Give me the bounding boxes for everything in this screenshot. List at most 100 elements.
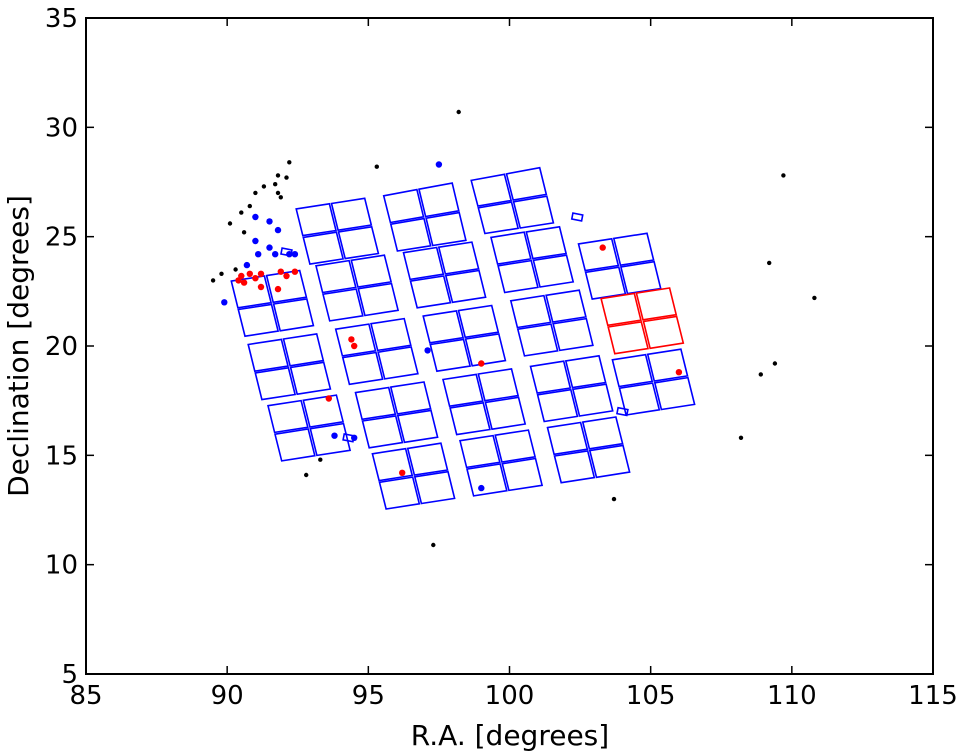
field-ccd bbox=[378, 476, 421, 510]
field-ccd bbox=[545, 289, 587, 323]
field-footprint bbox=[509, 289, 594, 357]
field-ccd bbox=[449, 401, 491, 436]
small-field bbox=[570, 212, 584, 222]
x-tick-label: 115 bbox=[908, 681, 958, 711]
data-point-red bbox=[351, 342, 358, 350]
field-ccd bbox=[464, 332, 507, 367]
field-ccd bbox=[546, 421, 589, 456]
data-point-black bbox=[304, 472, 309, 478]
field-ccd bbox=[512, 195, 555, 229]
data-point-black bbox=[227, 221, 233, 226]
field-ccd bbox=[322, 288, 364, 322]
x-tick-label: 95 bbox=[352, 681, 385, 711]
data-point-black bbox=[233, 267, 238, 272]
field-ccd bbox=[509, 294, 552, 329]
data-point-red bbox=[246, 270, 253, 277]
field-ccd bbox=[382, 188, 425, 224]
field-footprint bbox=[422, 304, 507, 373]
y-tick-label: 35 bbox=[45, 4, 78, 34]
field-footprint bbox=[371, 442, 456, 510]
field-ccd bbox=[437, 241, 480, 275]
field-ccd bbox=[274, 428, 316, 462]
data-point-blue bbox=[243, 261, 251, 269]
field-ccd bbox=[564, 354, 607, 389]
data-point-red bbox=[599, 244, 606, 251]
field-ccd bbox=[581, 416, 624, 450]
field-footprint bbox=[354, 381, 439, 449]
data-point-black bbox=[239, 210, 244, 215]
field-ccd bbox=[477, 201, 520, 235]
field-ccd bbox=[334, 323, 377, 357]
data-point-red bbox=[257, 270, 265, 277]
field-ccd bbox=[370, 317, 412, 352]
field-footprint bbox=[490, 225, 575, 294]
data-point-black bbox=[287, 160, 292, 165]
y-tick-label: 30 bbox=[45, 113, 78, 143]
field-ccd bbox=[459, 434, 501, 469]
field-ccd bbox=[442, 373, 484, 408]
data-point-blue bbox=[291, 251, 299, 258]
field-ccd bbox=[422, 309, 465, 344]
field-ccd bbox=[477, 367, 520, 402]
data-point-black bbox=[247, 203, 252, 209]
field-ccd bbox=[444, 269, 487, 304]
data-point-black bbox=[767, 260, 772, 266]
x-tick-label: 85 bbox=[69, 681, 102, 711]
field-ccd bbox=[642, 315, 685, 350]
data-point-red bbox=[478, 360, 485, 367]
data-point-red bbox=[283, 272, 290, 280]
data-point-black bbox=[772, 361, 778, 366]
data-point-black bbox=[273, 182, 278, 187]
y-tick-label: 20 bbox=[45, 332, 78, 362]
field-ccd bbox=[406, 442, 449, 477]
field-ccd bbox=[600, 292, 642, 327]
field-footprint bbox=[334, 317, 419, 386]
field-footprint bbox=[600, 287, 685, 355]
field-ccd bbox=[497, 259, 539, 294]
field-ccd bbox=[494, 429, 537, 463]
data-point-black bbox=[374, 164, 379, 169]
data-point-red bbox=[240, 279, 248, 286]
data-point-black bbox=[241, 230, 247, 235]
data-point-blue bbox=[272, 251, 279, 258]
data-point-blue bbox=[331, 432, 338, 439]
field-ccd bbox=[516, 323, 559, 357]
axes-layer bbox=[85, 17, 934, 675]
data-point-black bbox=[219, 271, 224, 276]
field-ccd bbox=[525, 225, 568, 260]
field-ccd bbox=[309, 422, 352, 457]
data-point-blue bbox=[252, 213, 259, 221]
field-ccd bbox=[350, 254, 393, 288]
field-ccd bbox=[282, 332, 325, 367]
field-ccd bbox=[302, 394, 345, 428]
data-point-blue bbox=[424, 347, 431, 354]
field-ccd bbox=[457, 304, 500, 339]
data-point-blue bbox=[266, 244, 273, 251]
field-ccd bbox=[653, 376, 696, 411]
field-ccd bbox=[337, 225, 380, 260]
field-ccd bbox=[341, 351, 384, 386]
x-axis-label: R.A. [degrees] bbox=[411, 719, 609, 752]
data-point-red bbox=[252, 275, 259, 282]
y-axis-label: Declination [degrees] bbox=[2, 195, 35, 497]
field-ccd bbox=[361, 414, 404, 449]
field-ccd bbox=[529, 360, 572, 395]
field-ccd bbox=[552, 317, 594, 352]
field-ccd bbox=[501, 457, 544, 492]
field-ccd bbox=[466, 463, 508, 497]
data-point-blue bbox=[266, 218, 273, 225]
data-point-red bbox=[675, 369, 683, 376]
field-ccd bbox=[237, 303, 280, 338]
y-tick-label: 10 bbox=[45, 551, 78, 581]
field-ccd bbox=[490, 231, 532, 266]
field-ccd bbox=[588, 444, 631, 479]
field-ccd bbox=[330, 197, 373, 232]
field-ccd bbox=[618, 382, 661, 416]
field-ccd bbox=[357, 282, 400, 317]
field-ccd bbox=[389, 381, 432, 415]
field-footprint bbox=[247, 332, 332, 401]
data-point-black bbox=[758, 372, 763, 377]
data-point-red bbox=[274, 285, 282, 293]
field-ccd bbox=[247, 338, 289, 373]
field-footprint bbox=[382, 182, 467, 252]
